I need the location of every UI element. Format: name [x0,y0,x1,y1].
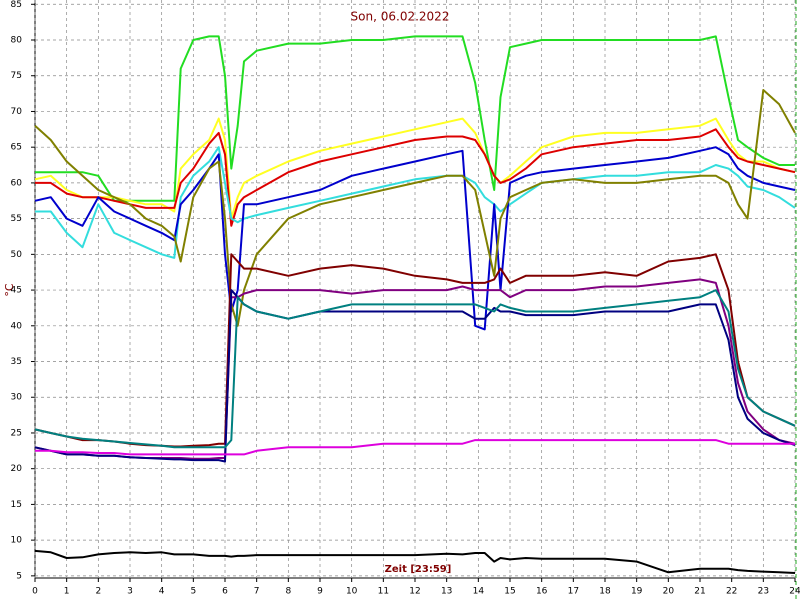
x-tick-label: 9 [317,587,323,597]
chart-title: Son, 06.02.2022 [351,10,450,24]
y-axis-label: °C [3,283,16,297]
y-tick-label: 80 [11,36,23,46]
y-tick-label: 15 [11,500,22,510]
x-tick-label: 15 [504,587,515,597]
series-line [34,146,796,331]
x-tick-label: 14 [473,587,485,597]
series-line [34,89,796,327]
x-tick-label: 3 [127,587,133,597]
x-tick-label: 5 [190,587,196,597]
x-tick-label: 20 [663,587,675,597]
y-tick-label: 30 [11,393,23,403]
series-line [35,146,796,259]
x-tick-label: 16 [536,587,548,597]
x-tick-label: 11 [378,587,389,597]
series-line [34,289,796,463]
y-tick-label: 20 [11,464,23,474]
x-tick-label: 2 [95,587,101,597]
x-tick-label: 24 [789,587,800,597]
y-tick-label: 10 [11,536,23,546]
y-tick-label: 5 [16,571,22,581]
x-tick-label: 1 [64,587,70,597]
series-line [35,128,796,227]
series-line [35,35,795,202]
y-tick-label: 25 [11,428,22,438]
x-tick-label: 12 [409,587,420,597]
x-tick-label: 13 [441,587,452,597]
x-tick-label: 7 [254,587,260,597]
x-tick-label: 10 [346,587,358,597]
x-tick-label: 21 [694,587,705,597]
y-tick-label: 45 [11,286,22,296]
x-tick-label: 23 [758,587,769,597]
x-tick-label: 0 [32,587,38,597]
y-tick-label: 65 [11,143,22,153]
x-tick-label: 4 [159,587,165,597]
x-tick-label: 19 [631,587,643,597]
x-tick-label: 17 [568,587,579,597]
x-tick-label: 18 [599,587,611,597]
y-tick-label: 50 [11,250,23,260]
y-tick-label: 40 [11,321,23,331]
y-tick-label: 70 [11,107,23,117]
x-axis-label: Zeit [23:59] [385,564,452,575]
y-tick-label: 75 [11,71,22,81]
y-tick-label: 35 [11,357,22,367]
series-line [35,439,795,456]
x-tick-label: 8 [285,587,291,597]
y-tick-label: 60 [11,178,23,188]
y-tick-label: 85 [11,0,22,10]
series-line [34,549,796,574]
series-line [34,289,796,449]
x-tick-label: 6 [222,587,228,597]
y-tick-label: 55 [11,214,22,224]
x-tick-label: 22 [726,587,737,597]
series-line [34,117,796,220]
